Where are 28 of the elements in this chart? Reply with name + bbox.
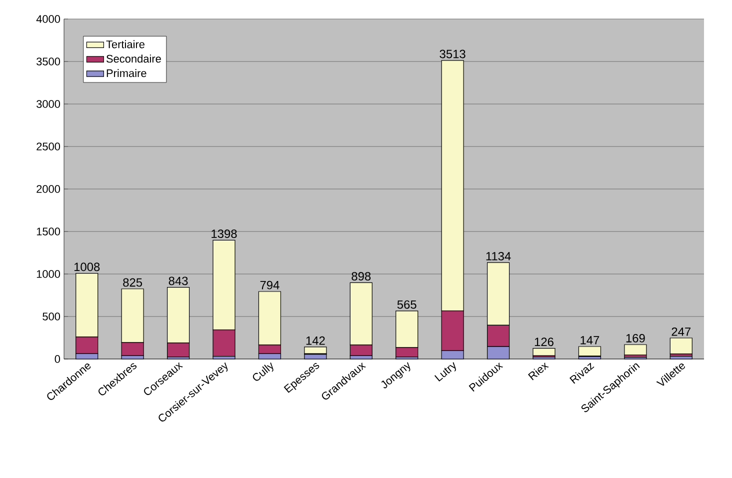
y-tick-label: 3000	[36, 100, 60, 108]
y-tick-label: 1500	[36, 228, 60, 236]
total-label: 142	[306, 336, 325, 345]
legend-label: Primaire	[106, 69, 146, 78]
total-label: 126	[534, 338, 554, 346]
total-label: 1008	[74, 262, 100, 272]
x-tick-label: Riex	[528, 362, 549, 380]
total-label: 247	[672, 327, 691, 336]
total-label: 169	[626, 334, 645, 342]
legend-label: Tertiaire	[106, 40, 144, 48]
total-label: 3513	[440, 50, 466, 58]
total-label: 147	[580, 336, 600, 344]
total-label: 565	[397, 300, 416, 309]
legend-label: Secondaire	[106, 54, 161, 63]
total-label: 843	[168, 276, 188, 286]
total-label: 794	[260, 280, 280, 290]
total-label: 1134	[486, 252, 511, 260]
y-tick-label: 4000	[36, 15, 60, 23]
y-tick-label: 1000	[36, 270, 60, 278]
y-tick-label: 2500	[36, 142, 60, 150]
x-tick-label: Cully	[252, 362, 274, 381]
total-label: 825	[123, 278, 142, 287]
y-tick-label: 3500	[36, 58, 60, 66]
y-tick-label: 2000	[36, 185, 60, 193]
total-label: 898	[352, 272, 371, 280]
y-tick-label: 500	[42, 312, 60, 320]
y-tick-label: 0	[54, 355, 60, 363]
total-label: 1398	[212, 230, 237, 238]
